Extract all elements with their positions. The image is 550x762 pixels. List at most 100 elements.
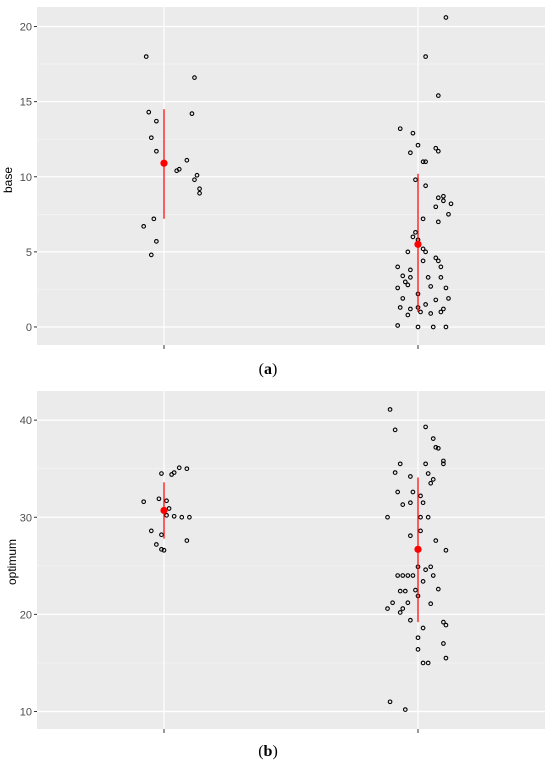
caption-suffix: ) <box>272 743 277 760</box>
data-point <box>433 145 439 151</box>
data-point <box>395 489 401 495</box>
data-point <box>430 436 436 441</box>
data-point <box>435 445 441 451</box>
data-point <box>176 166 182 172</box>
data-point <box>420 625 426 631</box>
data-point <box>430 477 436 482</box>
data-point <box>187 514 192 520</box>
panel-group: 10 20 30 40 <box>20 391 545 733</box>
y-axis-label: optimum <box>5 539 19 585</box>
data-point <box>435 195 441 201</box>
caption-letter: b <box>264 743 273 760</box>
data-point <box>387 699 393 705</box>
data-point <box>433 204 439 210</box>
data-point <box>420 258 426 264</box>
data-point <box>420 159 426 165</box>
data-point <box>441 458 446 464</box>
data-point <box>443 547 449 553</box>
data-point <box>443 655 449 661</box>
data-point <box>410 130 416 136</box>
data-point <box>420 660 426 666</box>
data-point <box>438 275 444 280</box>
y-tick-label: 40 <box>20 415 32 427</box>
data-point <box>154 118 159 124</box>
data-point <box>423 567 428 573</box>
data-point <box>402 588 408 594</box>
data-point <box>402 279 408 285</box>
data-point <box>423 461 428 467</box>
data-point <box>179 514 185 520</box>
data-point <box>166 506 172 511</box>
data-point <box>425 275 431 280</box>
caption-suffix: ) <box>272 361 277 378</box>
data-point <box>143 54 149 59</box>
data-point <box>428 601 434 607</box>
data-point <box>430 573 436 578</box>
mean-point <box>414 240 422 248</box>
data-point <box>192 75 197 80</box>
data-point <box>408 500 413 506</box>
data-point <box>405 312 411 318</box>
data-point <box>392 427 398 433</box>
data-point <box>385 606 390 611</box>
data-point <box>420 500 426 506</box>
data-point <box>408 474 413 479</box>
data-point <box>400 296 406 301</box>
mean-point <box>414 545 422 553</box>
data-point <box>161 547 167 553</box>
data-point <box>425 514 431 520</box>
data-point <box>171 470 177 475</box>
data-point <box>423 424 428 430</box>
data-point <box>408 533 413 539</box>
data-point <box>443 324 449 330</box>
data-point <box>151 216 157 222</box>
data-point <box>392 470 398 475</box>
data-point <box>397 305 403 310</box>
data-point <box>148 135 154 141</box>
data-point <box>164 498 169 504</box>
data-point <box>410 234 416 240</box>
data-point <box>435 148 441 154</box>
data-point <box>446 211 451 217</box>
data-point <box>441 461 446 467</box>
data-point <box>430 324 436 330</box>
data-point <box>425 660 431 666</box>
data-point <box>154 542 159 547</box>
figure-caption: (a) <box>259 361 278 378</box>
data-point <box>448 201 454 207</box>
data-point <box>418 528 423 534</box>
data-point <box>397 588 403 594</box>
data-point <box>148 252 154 258</box>
data-point <box>400 502 406 507</box>
data-point <box>184 157 190 163</box>
data-point <box>438 264 444 270</box>
data-point <box>418 309 423 315</box>
data-point <box>395 264 401 270</box>
data-point <box>443 15 449 20</box>
data-point <box>171 513 177 519</box>
data-point <box>405 282 411 288</box>
data-point <box>194 172 200 178</box>
data-point <box>418 514 423 520</box>
data-point <box>184 466 190 472</box>
data-point <box>405 573 411 578</box>
data-point <box>423 159 428 165</box>
caption-prefix: ( <box>258 743 263 760</box>
data-point <box>156 496 162 502</box>
data-point <box>141 499 147 505</box>
y-tick-label: 10 <box>20 707 32 719</box>
caption-letter: a <box>264 361 272 378</box>
data-point <box>159 471 164 476</box>
data-point <box>197 190 202 196</box>
data-point <box>408 306 413 312</box>
data-point <box>159 532 164 538</box>
data-point <box>408 617 413 623</box>
y-axis-label: base <box>1 167 15 193</box>
data-point <box>154 238 159 244</box>
data-point <box>433 297 439 303</box>
data-point <box>397 126 403 132</box>
data-point <box>413 587 418 593</box>
data-point <box>428 480 434 486</box>
data-point <box>395 285 401 291</box>
data-point <box>415 142 421 148</box>
